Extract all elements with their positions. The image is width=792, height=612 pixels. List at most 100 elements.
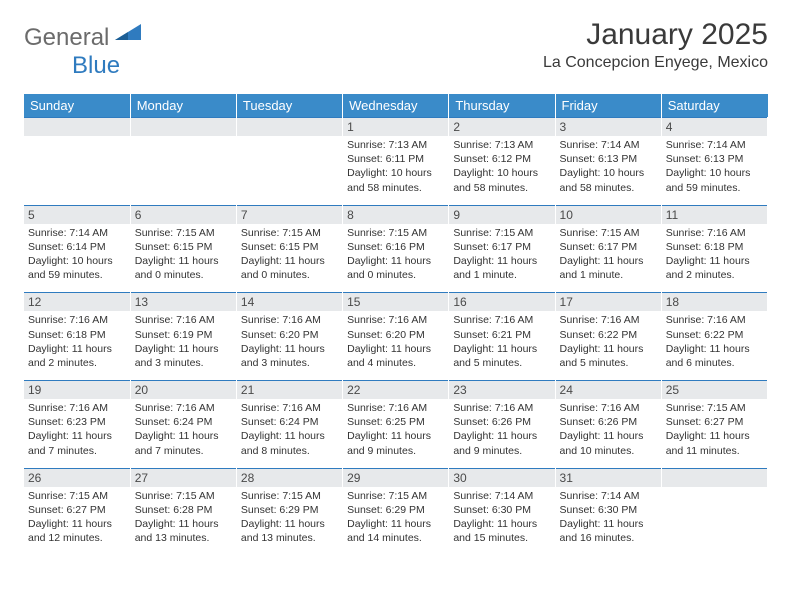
sunset-line: Sunset: 6:20 PM (241, 328, 338, 342)
day-number-bar: 31 (556, 468, 661, 487)
day-cell: 1 Sunrise: 7:13 AMSunset: 6:11 PMDaylight… (343, 117, 449, 205)
sunset-line: Sunset: 6:25 PM (347, 415, 444, 429)
sunrise-line: Sunrise: 7:16 AM (453, 313, 550, 327)
sunset-line: Sunset: 6:17 PM (560, 240, 657, 254)
day-number-bar: 24 (556, 380, 661, 399)
day-info: Sunrise: 7:14 AMSunset: 6:13 PMDaylight:… (666, 138, 763, 195)
sunset-line: Sunset: 6:22 PM (666, 328, 763, 342)
day-info: Sunrise: 7:16 AMSunset: 6:21 PMDaylight:… (453, 313, 550, 370)
day-number-bar: 4 (662, 117, 767, 136)
sunrise-line: Sunrise: 7:16 AM (347, 313, 444, 327)
sunrise-line: Sunrise: 7:15 AM (241, 226, 338, 240)
day-number-bar: . (662, 468, 767, 487)
day-cell: 28Sunrise: 7:15 AMSunset: 6:29 PMDayligh… (236, 468, 342, 556)
daylight-line: Daylight: 11 hours and 7 minutes. (28, 429, 126, 457)
brand-logo: General (24, 18, 143, 52)
day-cell: 9Sunrise: 7:15 AMSunset: 6:17 PMDaylight… (449, 205, 555, 293)
sunset-line: Sunset: 6:24 PM (135, 415, 232, 429)
week-row: 5Sunrise: 7:14 AMSunset: 6:14 PMDaylight… (24, 205, 768, 293)
day-info: Sunrise: 7:16 AMSunset: 6:25 PMDaylight:… (347, 401, 444, 458)
daylight-line: Daylight: 11 hours and 3 minutes. (241, 342, 338, 370)
daylight-line: Daylight: 11 hours and 2 minutes. (666, 254, 763, 282)
day-number-bar: 19 (24, 380, 130, 399)
day-cell: 10Sunrise: 7:15 AMSunset: 6:17 PMDayligh… (555, 205, 661, 293)
day-cell: 13Sunrise: 7:16 AMSunset: 6:19 PMDayligh… (130, 292, 236, 380)
day-number-bar: 1 (343, 117, 448, 136)
day-info: Sunrise: 7:16 AMSunset: 6:26 PMDaylight:… (453, 401, 550, 458)
day-cell: . (130, 117, 236, 205)
sunrise-line: Sunrise: 7:16 AM (347, 401, 444, 415)
col-wednesday: Wednesday (343, 94, 449, 117)
day-number-bar: . (237, 117, 342, 136)
day-cell: 17 Sunrise: 7:16 AMSunset: 6:22 PMDayligh… (555, 292, 661, 380)
week-row: ...1Sunrise: 7:13 AMSunset: 6:11 PMDayli… (24, 117, 768, 205)
day-number-bar: 23 (449, 380, 554, 399)
day-cell: 7Sunrise: 7:15 AMSunset: 6:15 PMDaylight… (236, 205, 342, 293)
day-number-bar: . (131, 117, 236, 136)
sunrise-line: Sunrise: 7:14 AM (560, 138, 657, 152)
daylight-line: Daylight: 10 hours and 58 minutes. (453, 166, 550, 194)
day-cell: . (24, 117, 130, 205)
daylight-line: Daylight: 11 hours and 0 minutes. (347, 254, 444, 282)
sunset-line: Sunset: 6:26 PM (560, 415, 657, 429)
sunset-line: Sunset: 6:16 PM (347, 240, 444, 254)
daylight-line: Daylight: 11 hours and 9 minutes. (347, 429, 444, 457)
day-number-bar: 30 (449, 468, 554, 487)
sunset-line: Sunset: 6:18 PM (28, 328, 126, 342)
day-info: Sunrise: 7:16 AMSunset: 6:20 PMDaylight:… (241, 313, 338, 370)
location-subtitle: La Concepcion Enyege, Mexico (543, 54, 768, 72)
day-number-bar: 29 (343, 468, 448, 487)
title-block: January 2025 La Concepcion Enyege, Mexic… (543, 18, 768, 72)
sunrise-line: Sunrise: 7:16 AM (135, 313, 232, 327)
sunrise-line: Sunrise: 7:14 AM (28, 226, 126, 240)
daylight-line: Daylight: 11 hours and 1 minute. (453, 254, 550, 282)
day-cell: 8Sunrise: 7:15 AMSunset: 6:16 PMDaylight… (343, 205, 449, 293)
sunset-line: Sunset: 6:15 PM (135, 240, 232, 254)
day-info: Sunrise: 7:15 AMSunset: 6:27 PMDaylight:… (28, 489, 126, 546)
day-info: Sunrise: 7:16 AMSunset: 6:22 PMDaylight:… (560, 313, 657, 370)
col-tuesday: Tuesday (236, 94, 342, 117)
weekday-header-row: Sunday Monday Tuesday Wednesday Thursday… (24, 94, 768, 117)
sunrise-line: Sunrise: 7:15 AM (135, 226, 232, 240)
day-number-bar: 16 (449, 292, 554, 311)
sunset-line: Sunset: 6:13 PM (560, 152, 657, 166)
sunrise-line: Sunrise: 7:16 AM (453, 401, 550, 415)
sunset-line: Sunset: 6:27 PM (28, 503, 126, 517)
day-number-bar: 11 (662, 205, 767, 224)
sunset-line: Sunset: 6:28 PM (135, 503, 232, 517)
day-info: Sunrise: 7:14 AMSunset: 6:13 PMDaylight:… (560, 138, 657, 195)
daylight-line: Daylight: 11 hours and 1 minute. (560, 254, 657, 282)
daylight-line: Daylight: 11 hours and 6 minutes. (666, 342, 763, 370)
day-number-bar: 9 (449, 205, 554, 224)
day-info: Sunrise: 7:16 AMSunset: 6:22 PMDaylight:… (666, 313, 763, 370)
day-cell: 31 Sunrise: 7:14 AMSunset: 6:30 PMDayligh… (555, 468, 661, 556)
day-number-bar: 6 (131, 205, 236, 224)
day-cell: 24Sunrise: 7:16 AMSunset: 6:26 PMDayligh… (555, 380, 661, 468)
sunrise-line: Sunrise: 7:15 AM (347, 489, 444, 503)
sunset-line: Sunset: 6:15 PM (241, 240, 338, 254)
sunset-line: Sunset: 6:21 PM (453, 328, 550, 342)
sunset-line: Sunset: 6:29 PM (347, 503, 444, 517)
day-info: Sunrise: 7:13 AMSunset: 6:11 PMDaylight:… (347, 138, 444, 195)
day-number-bar: 5 (24, 205, 130, 224)
sunset-line: Sunset: 6:14 PM (28, 240, 126, 254)
day-cell: 4 Sunrise: 7:14 AMSunset: 6:13 PMDaylight… (661, 117, 767, 205)
day-info: Sunrise: 7:16 AMSunset: 6:18 PMDaylight:… (28, 313, 126, 370)
week-row: 26Sunrise: 7:15 AMSunset: 6:27 PMDayligh… (24, 468, 768, 556)
day-info: Sunrise: 7:14 AMSunset: 6:30 PMDaylight:… (560, 489, 657, 546)
day-info: Sunrise: 7:16 AMSunset: 6:19 PMDaylight:… (135, 313, 232, 370)
calendar-table: Sunday Monday Tuesday Wednesday Thursday… (24, 94, 768, 555)
day-number-bar: 2 (449, 117, 554, 136)
day-number-bar: 22 (343, 380, 448, 399)
sunrise-line: Sunrise: 7:16 AM (560, 313, 657, 327)
sunrise-line: Sunrise: 7:16 AM (135, 401, 232, 415)
daylight-line: Daylight: 10 hours and 58 minutes. (560, 166, 657, 194)
brand-part2: Blue (72, 52, 120, 79)
day-cell: 18Sunrise: 7:16 AMSunset: 6:22 PMDayligh… (661, 292, 767, 380)
day-number-bar: 17 (556, 292, 661, 311)
day-info: Sunrise: 7:14 AMSunset: 6:14 PMDaylight:… (28, 226, 126, 283)
day-info: Sunrise: 7:15 AMSunset: 6:29 PMDaylight:… (241, 489, 338, 546)
day-number-bar: 15 (343, 292, 448, 311)
day-cell: 26Sunrise: 7:15 AMSunset: 6:27 PMDayligh… (24, 468, 130, 556)
sunrise-line: Sunrise: 7:16 AM (560, 401, 657, 415)
